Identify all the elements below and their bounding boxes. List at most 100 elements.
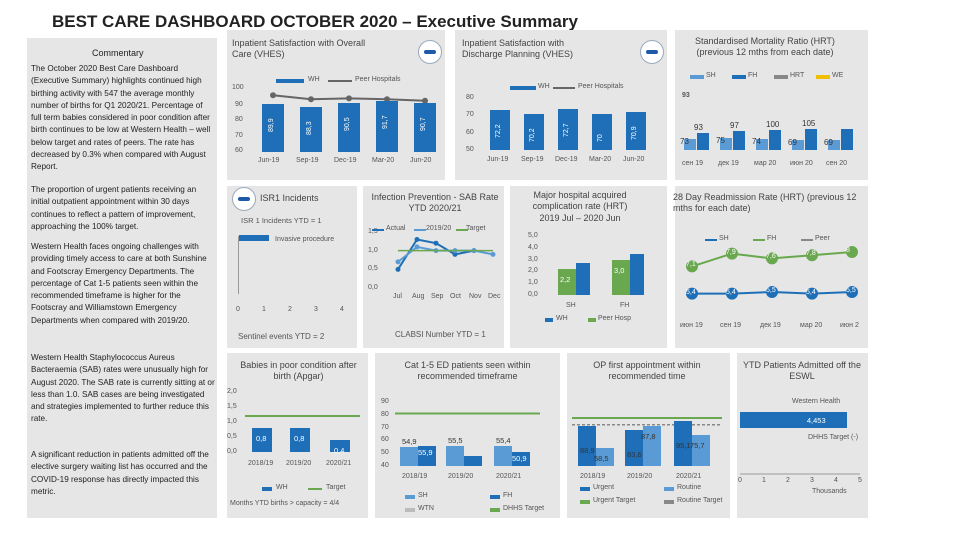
x-tick-label: 2019/20 — [627, 473, 653, 480]
data-label: 0,8 — [256, 434, 267, 443]
data-label: 54,9 — [402, 436, 417, 446]
chart-bar — [414, 102, 436, 152]
chart-bar — [330, 440, 350, 452]
chart-bar — [625, 429, 643, 466]
eswl-series-label: Western Health — [792, 398, 841, 405]
x-tick-label: Sep-19 — [521, 156, 544, 163]
y-tick: 60 — [235, 147, 243, 154]
eswl-panel — [737, 353, 868, 518]
data-label: 87,8 — [641, 432, 656, 442]
op-title: OP first appointment within recommended … — [593, 360, 701, 382]
data-label: 55,5 — [448, 436, 463, 446]
y-tick: 1,5 — [368, 228, 378, 235]
data-label: 58,5 — [594, 454, 609, 464]
chart-bar — [464, 455, 482, 466]
legend-label: Routine Target — [677, 497, 723, 504]
x-tick-label: 2018/19 — [402, 473, 428, 480]
chart-bar — [697, 132, 709, 150]
legend-label: WE — [832, 72, 844, 79]
x-tick-label: Sep — [431, 293, 444, 300]
data-label: 2,2 — [560, 275, 571, 285]
legend-swatch-peer — [553, 87, 575, 89]
legend-label: Routine — [677, 484, 702, 491]
data-label: 75,7 — [690, 441, 705, 451]
commentary-panel — [27, 38, 217, 518]
x-tick: 1 — [262, 306, 266, 313]
x-tick: 2 — [288, 306, 292, 313]
x-tick-label: мар 20 — [754, 160, 777, 167]
chart-bar — [740, 412, 847, 428]
hrt-top-label: 93 — [682, 92, 690, 99]
legend-label: Urgent Target — [593, 497, 636, 504]
chart-bar — [338, 103, 360, 152]
x-tick: 1 — [762, 477, 766, 484]
legend-swatch — [490, 508, 500, 512]
legend-label: SH — [706, 72, 716, 79]
y-tick: 1,5 — [227, 403, 237, 410]
x-tick-label: Jun-19 — [258, 157, 280, 164]
y-tick: 50 — [466, 146, 474, 153]
chart-bar — [684, 139, 696, 150]
data-label: 0,4 — [334, 446, 345, 455]
data-label: 70 — [597, 134, 604, 142]
isr-title: ISR1 Incidents — [260, 193, 319, 203]
y-tick: 70 — [466, 111, 474, 118]
y-tick: 0,0 — [227, 448, 237, 455]
y-tick: 0,0 — [528, 291, 538, 298]
page-title: BEST CARE DASHBOARD OCTOBER 2020 – Execu… — [52, 12, 578, 31]
x-tick-label: сен 19 — [682, 160, 703, 167]
legend-label: HRT — [790, 72, 805, 79]
chart-bar — [300, 106, 322, 152]
legend-swatch — [545, 318, 553, 322]
chart-bar — [290, 428, 310, 452]
legend-swatch — [753, 239, 765, 241]
y-tick: 70 — [235, 132, 243, 139]
chart-bar — [841, 128, 853, 150]
legend-label: Target — [326, 484, 346, 491]
x-axis-label: Thousands — [812, 488, 847, 495]
y-tick: 2,0 — [528, 267, 538, 275]
x-tick-label: сен 19 — [720, 322, 741, 329]
chart-bar — [828, 140, 840, 150]
vhes-discharge-panel — [455, 30, 667, 180]
data-label: 7,8 — [806, 250, 816, 258]
isr-bar — [239, 235, 269, 241]
y-tick: 3,0 — [528, 255, 538, 263]
x-tick-label: 2018/19 — [248, 460, 274, 467]
chart-bar — [512, 452, 530, 466]
x-tick-label: Jun-20 — [410, 157, 432, 164]
legend-swatch — [690, 75, 704, 79]
data-label: 88,3 — [306, 121, 313, 135]
vhes-overall-title: Inpatient Satisfaction with Overall Care… — [232, 38, 366, 60]
legend-swatch — [580, 487, 590, 491]
data-label: 69 — [824, 138, 833, 148]
data-label: 97 — [730, 121, 739, 131]
chart-bar — [524, 113, 544, 150]
legend-label: WTN — [418, 505, 434, 512]
data-label: 100 — [766, 120, 780, 130]
chart-bar — [720, 138, 732, 150]
x-tick-label: мар 20 — [800, 322, 823, 329]
y-tick: 0,5 — [368, 265, 378, 273]
data-label: 5,4 — [806, 288, 816, 296]
legend-label: 2019/20 — [426, 225, 452, 232]
legend-wh: WH — [538, 83, 550, 90]
legend-swatch — [414, 229, 426, 231]
apgar-title: Babies in poor condition after birth (Ap… — [240, 360, 357, 382]
data-label: 7,6 — [766, 253, 776, 261]
chart-bar — [558, 109, 578, 150]
legend-label: FH — [748, 72, 758, 79]
chart-bar — [578, 425, 596, 466]
sentinel-ytd: Sentinel events YTD = 2 — [238, 332, 325, 341]
data-label: 50,9 — [512, 454, 527, 464]
legend-label: FH — [503, 492, 513, 499]
x-tick-label: Aug — [412, 293, 425, 300]
hrt-panel — [675, 30, 868, 180]
chart-bar — [643, 426, 661, 466]
chart-bar — [596, 448, 614, 466]
chart-bar — [592, 114, 612, 150]
data-label: 55,4 — [496, 436, 511, 446]
x-tick-label: 2020/21 — [326, 460, 352, 467]
data-label: 69 — [788, 138, 797, 148]
x-tick: 5 — [858, 477, 862, 484]
